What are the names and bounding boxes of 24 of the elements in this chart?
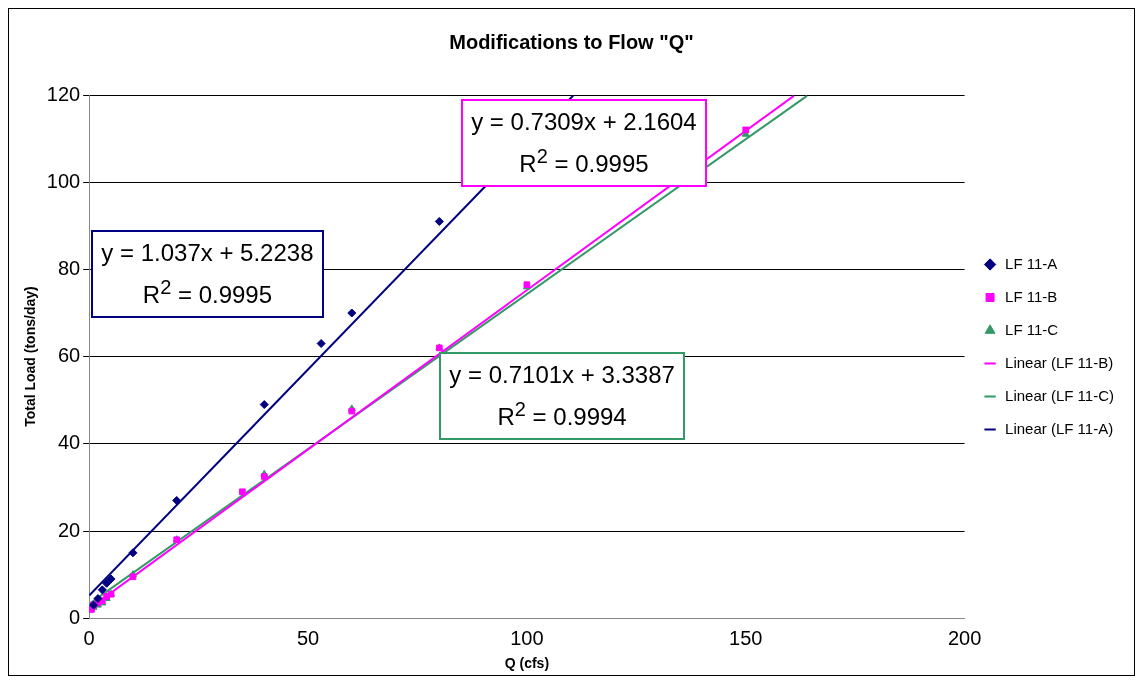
y-tick-label: 60 <box>57 344 81 367</box>
x-tick-label: 200 <box>947 626 982 649</box>
x-tick-label: 150 <box>729 626 763 649</box>
chart-title: Modifications to Flow "Q" <box>449 30 694 53</box>
annotation: y = 0.7309x + 2.1604 R$^{2}$ = 0.9995 <box>471 107 697 180</box>
legend-label: LF 11-C <box>1005 320 1059 338</box>
y-tick-label: 100 <box>46 169 81 192</box>
y-tick-label: 80 <box>57 256 81 279</box>
legend-label: Linear (LF 11-A) <box>1005 419 1114 437</box>
legend-label: Linear (LF 11-C) <box>1005 386 1115 404</box>
x-tick-label: 100 <box>510 626 544 649</box>
annotation: y = 1.037x + 5.2238 R$^{2}$ = 0.9995 <box>101 238 314 311</box>
y-tick-label: 20 <box>57 518 81 541</box>
y-tick-label: 40 <box>57 431 81 454</box>
y-tick-label: 0 <box>69 605 81 628</box>
y-tick-label: 120 <box>46 82 81 105</box>
legend-label: Linear (LF 11-B) <box>1005 353 1114 371</box>
x-axis-title: Q (cfs) <box>504 655 550 672</box>
annotation: y = 0.7101x + 3.3387 R$^{2}$ = 0.9994 <box>449 360 675 433</box>
y-axis-title: Total Load (tons/day) <box>22 286 39 427</box>
x-tick-label: 0 <box>83 626 95 649</box>
x-tick-label: 50 <box>296 626 320 649</box>
legend-label: LF 11-A <box>1005 254 1058 272</box>
legend-label: LF 11-B <box>1005 287 1058 305</box>
